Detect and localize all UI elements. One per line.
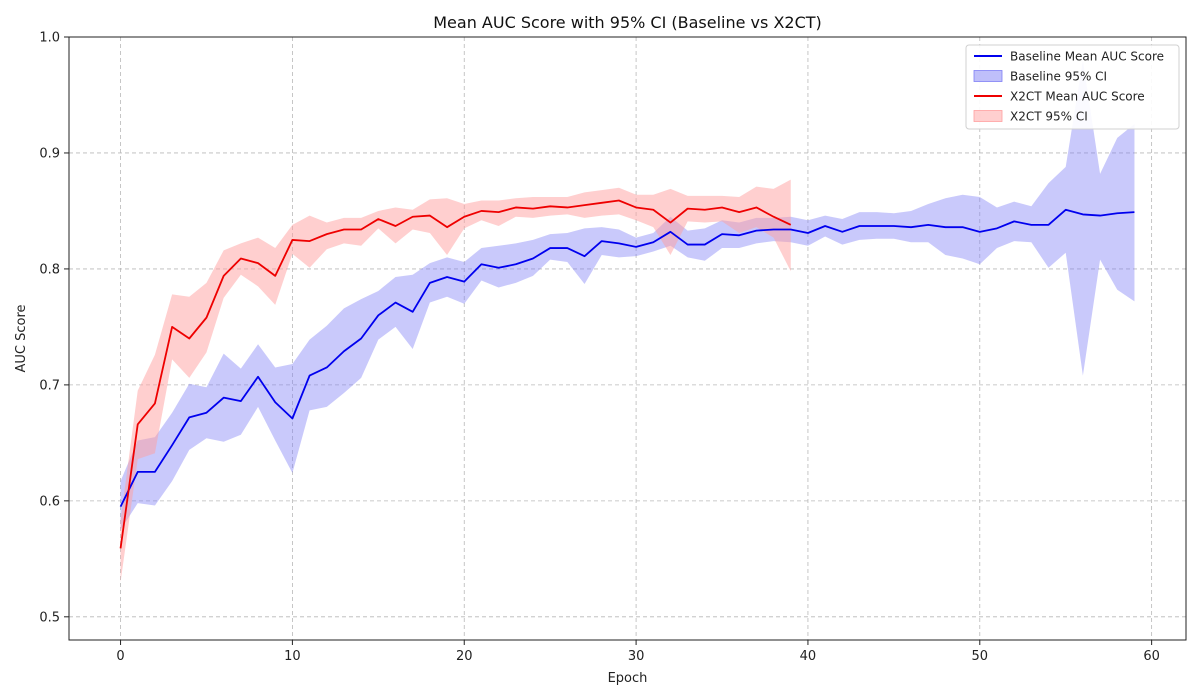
mean-line-baseline xyxy=(119,208,1135,508)
y-axis-label: AUC Score xyxy=(14,304,29,372)
y-tick-label: 0.6 xyxy=(39,494,60,509)
legend-patch-swatch xyxy=(973,110,1003,122)
ci-band-x2ct xyxy=(120,179,791,583)
x-tick-label: 30 xyxy=(628,649,645,664)
grid-layer xyxy=(69,36,1186,640)
legend-box xyxy=(965,44,1180,130)
y-tick-label: 0.9 xyxy=(39,146,60,161)
legend-label: Baseline Mean AUC Score xyxy=(1010,50,1164,64)
mean-line-layer xyxy=(119,199,1135,549)
y-tick-label: 0.5 xyxy=(39,610,60,625)
legend: Baseline Mean AUC Score Baseline 95% CI X2… xyxy=(965,44,1180,130)
x-tick-label: 20 xyxy=(456,649,473,664)
x-tick-label: 60 xyxy=(1143,649,1160,664)
legend-label: X2CT 95% CI xyxy=(1010,110,1088,124)
legend-patch-swatch xyxy=(973,70,1003,82)
mean-line-x2ct xyxy=(119,199,792,549)
y-tick-label: 0.7 xyxy=(39,378,60,393)
x-tick-label: 10 xyxy=(284,649,301,664)
plot-frame xyxy=(68,36,1187,641)
chart-title: Mean AUC Score with 95% CI (Baseline vs … xyxy=(433,13,822,32)
ci-band-layer xyxy=(120,60,1135,583)
tick-layer: 0 10 20 30 40 50 60 0.5 0.6 0.7 0.8 0.9 1.0 xyxy=(39,31,1160,665)
y-tick-label: 0.8 xyxy=(39,262,60,277)
x-tick-label: 0 xyxy=(116,649,124,664)
legend-label: X2CT Mean AUC Score xyxy=(1010,90,1145,104)
x-tick-label: 40 xyxy=(800,649,817,664)
x-tick-label: 50 xyxy=(972,649,989,664)
legend-label: Baseline 95% CI xyxy=(1010,70,1107,84)
x-axis-label: Epoch xyxy=(608,671,648,686)
y-tick-label: 1.0 xyxy=(39,31,60,46)
